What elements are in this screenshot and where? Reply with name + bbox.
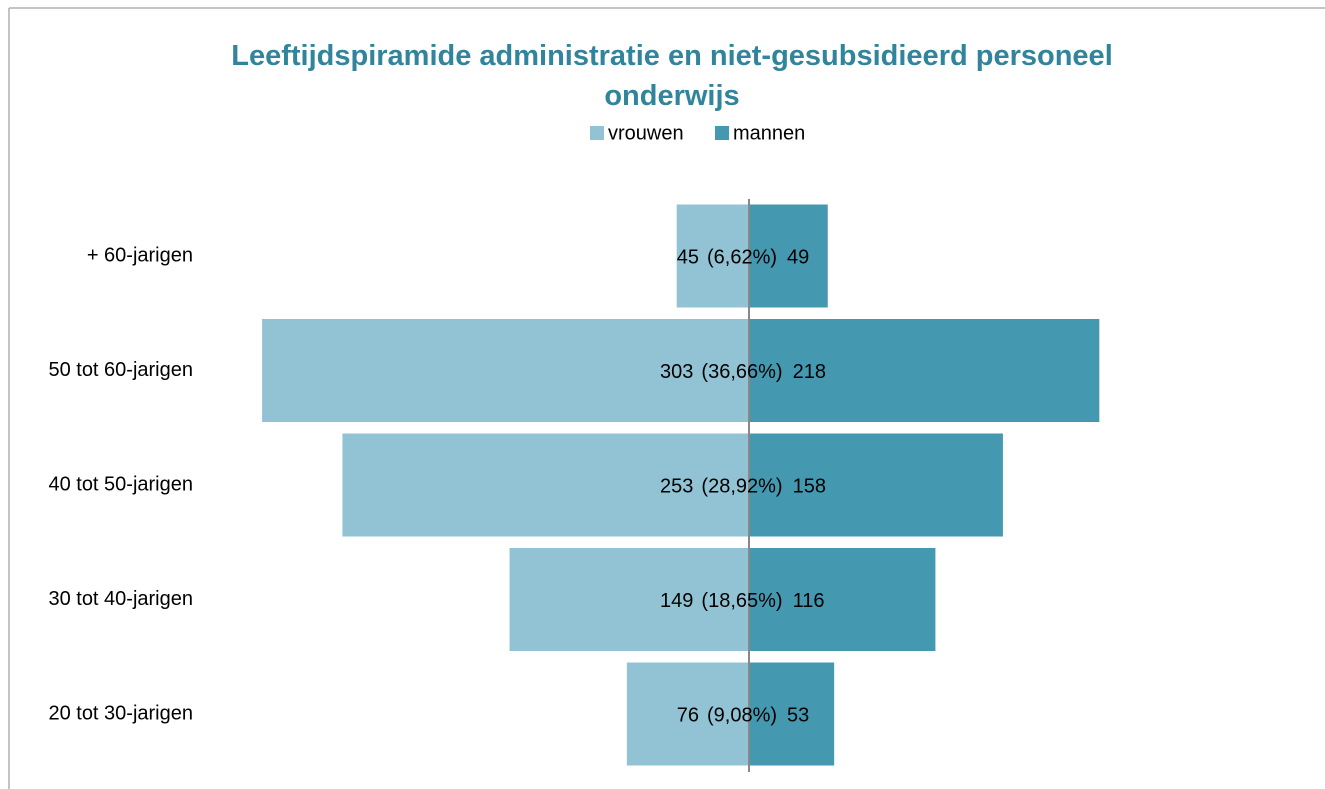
category-label: 40 tot 50-jarigen: [48, 473, 193, 495]
share-label: (36,66%): [701, 361, 782, 383]
value-label-mannen: 49: [787, 246, 809, 268]
bar-mannen: [749, 319, 1100, 422]
bar-mannen: [749, 204, 828, 308]
value-label-mannen: 158: [793, 475, 826, 497]
bar-mannen: [749, 433, 1003, 537]
share-label: (18,65%): [701, 590, 782, 612]
value-label-vrouwen: 253: [660, 475, 693, 497]
legend-label: vrouwen: [608, 122, 684, 144]
bar-mannen: [749, 662, 835, 766]
category-label: 30 tot 40-jarigen: [48, 588, 193, 610]
category-label: 50 tot 60-jarigen: [48, 359, 193, 381]
chart-title: Leeftijdspiramide administratie en niet-…: [231, 40, 1113, 112]
legend-swatch: [590, 126, 604, 140]
bar-vrouwen: [509, 548, 749, 651]
bar-vrouwen: [262, 319, 749, 422]
value-label-vrouwen: 45: [677, 246, 699, 268]
share-label: (9,08%): [707, 704, 777, 726]
bar-mannen: [749, 548, 936, 651]
bar-vrouwen: [676, 204, 749, 308]
value-label-vrouwen: 149: [660, 590, 693, 612]
value-label-mannen: 53: [787, 704, 809, 726]
value-label-mannen: 218: [793, 361, 826, 383]
value-label-vrouwen: 76: [677, 704, 699, 726]
share-label: (28,92%): [701, 475, 782, 497]
category-label: + 60-jarigen: [87, 244, 193, 266]
category-label: 20 tot 30-jarigen: [48, 702, 193, 724]
value-label-mannen: 116: [793, 590, 825, 612]
bar-vrouwen: [342, 433, 749, 537]
legend-swatch: [715, 126, 729, 140]
legend-label: mannen: [733, 122, 805, 144]
value-label-vrouwen: 303: [660, 361, 693, 383]
share-label: (6,62%): [707, 246, 777, 268]
bar-vrouwen: [626, 662, 749, 766]
